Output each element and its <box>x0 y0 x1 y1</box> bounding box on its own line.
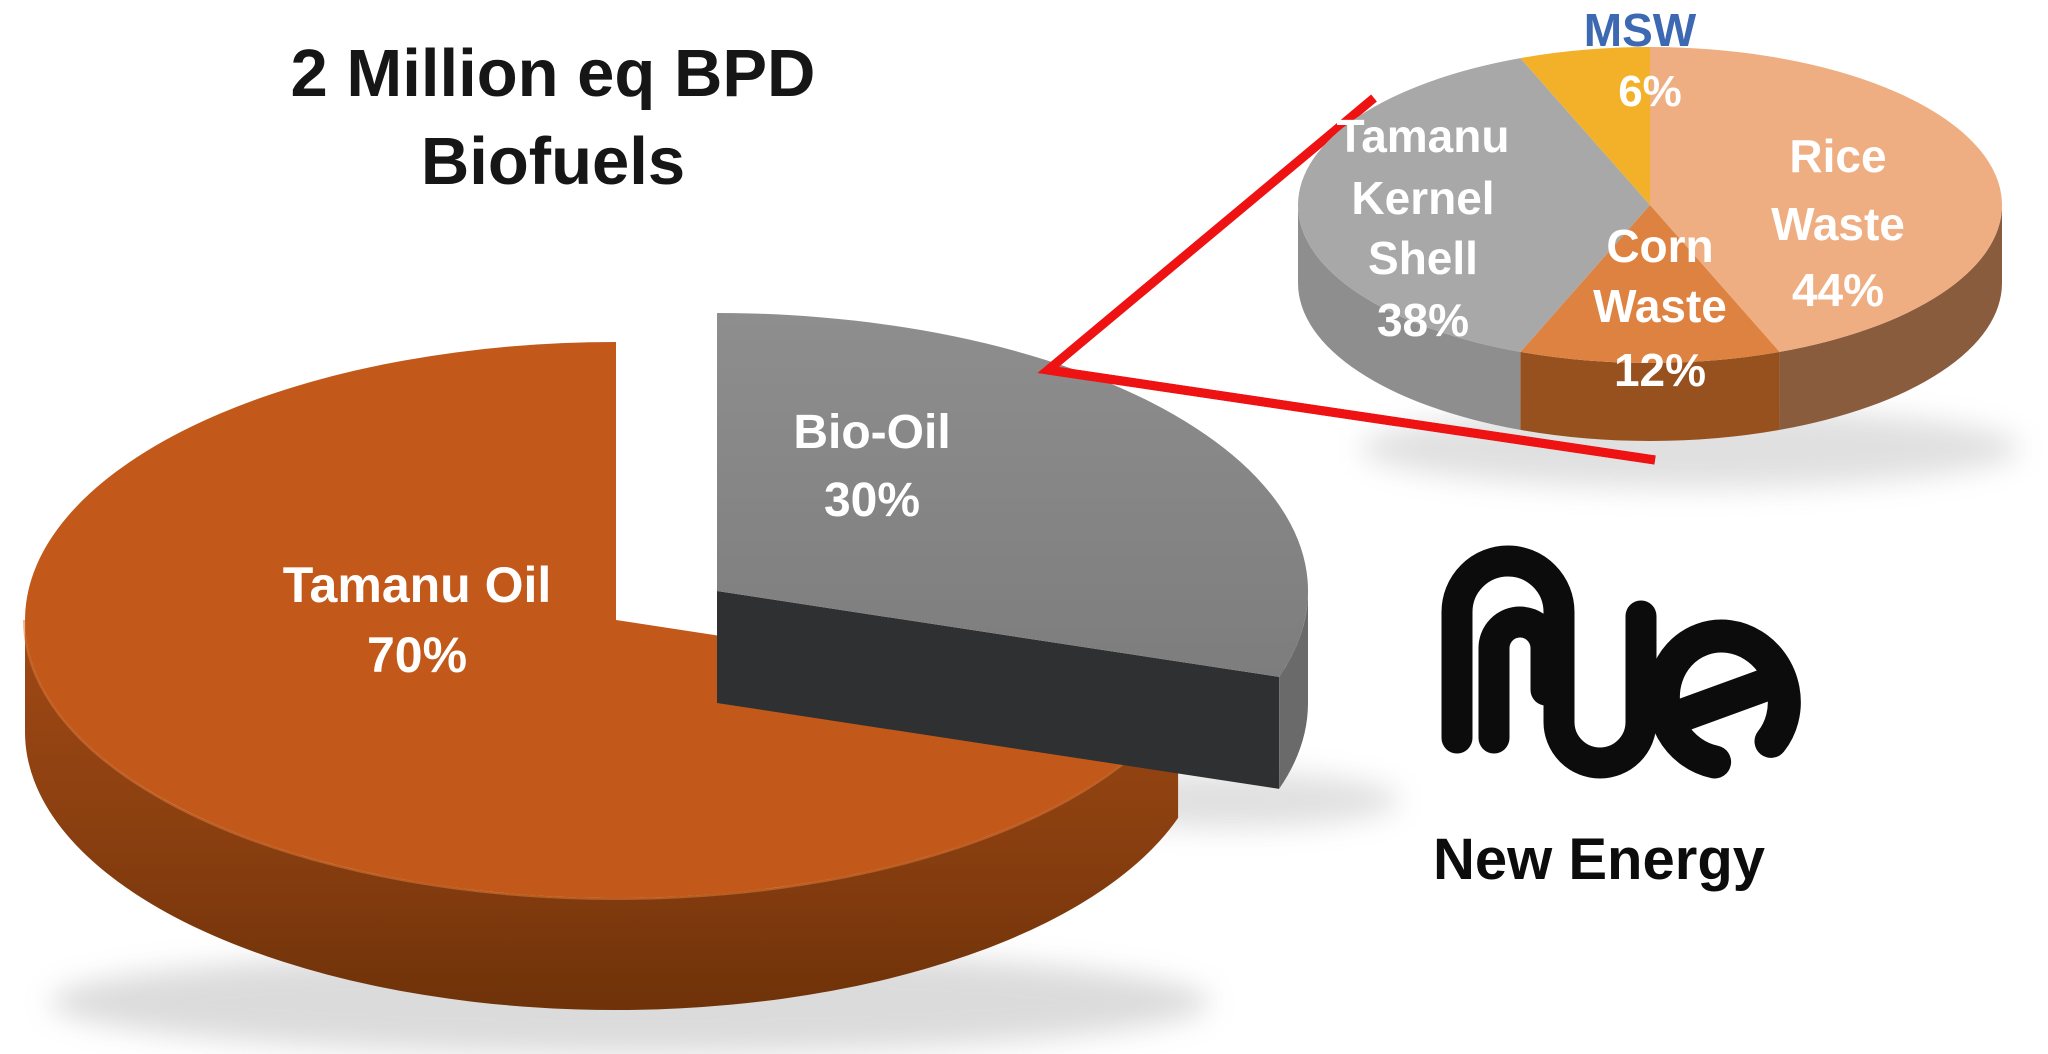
msw-label: MSW <box>1584 4 1697 56</box>
tamanu-kernel-shell-pct: 38% <box>1377 294 1469 346</box>
bio-oil-slice-arc-side <box>1279 591 1309 789</box>
bio-oil-slice-cut-face <box>717 591 1280 789</box>
new-energy-logo <box>1441 545 1801 779</box>
logo-caption: New Energy <box>1433 827 1765 892</box>
main-biofuels-pie <box>23 313 1309 1011</box>
tamanu-kernel-shell-label-1: Tamanu <box>1337 110 1510 162</box>
bio-oil-label: Bio-Oil <box>793 406 950 459</box>
corn-waste-slice-side <box>1520 351 1780 441</box>
tamanu-kernel-shell-label-2: Kernel <box>1351 172 1494 224</box>
bio-oil-slice-top <box>717 313 1309 677</box>
logo-n-inner-icon <box>1478 606 1562 754</box>
rice-waste-slice-top <box>1650 47 2002 352</box>
tamanu-oil-slice-top <box>25 342 1179 899</box>
rice-waste-pct: 44% <box>1792 264 1884 316</box>
callout-lower-line <box>1047 365 1656 465</box>
corn-waste-label-1: Corn <box>1606 220 1713 272</box>
tamanu-kernel-shell-slice-top <box>1298 58 1650 352</box>
msw-pct: 6% <box>1618 67 1682 116</box>
tamanu-oil-slice-side <box>24 620 1179 1011</box>
logo-e-icon <box>1646 619 1801 779</box>
corn-waste-pct: 12% <box>1614 344 1706 396</box>
chart-title-line1: 2 Million eq BPD <box>290 36 816 111</box>
msw-slice-top <box>1520 47 1650 205</box>
tamanu-oil-label: Tamanu Oil <box>283 557 552 613</box>
tamanu-kernel-shell-slice-side <box>1298 205 1521 430</box>
tamanu-oil-pct: 70% <box>367 627 467 683</box>
corn-waste-slice-top <box>1520 205 1780 363</box>
chart-title-line2: Biofuels <box>420 124 686 199</box>
chart-labels: Tamanu Oil 70% Bio-Oil 30% Rice Waste 44% Corn W… <box>283 4 1905 683</box>
tamanu-kernel-shell-label-3: Shell <box>1368 232 1478 284</box>
rice-waste-label-2: Waste <box>1771 198 1905 250</box>
callout-line-lower <box>1047 365 1656 465</box>
logo-n-outer-icon <box>1441 545 1657 779</box>
rice-waste-slice-side <box>1779 205 2002 430</box>
bio-oil-breakdown-pie <box>1298 47 2002 441</box>
chart-title: 2 Million eq BPD Biofuels <box>291 30 816 206</box>
rice-waste-label-1: Rice <box>1789 130 1886 182</box>
corn-waste-label-2: Waste <box>1593 280 1727 332</box>
bio-oil-pct: 30% <box>824 474 920 527</box>
